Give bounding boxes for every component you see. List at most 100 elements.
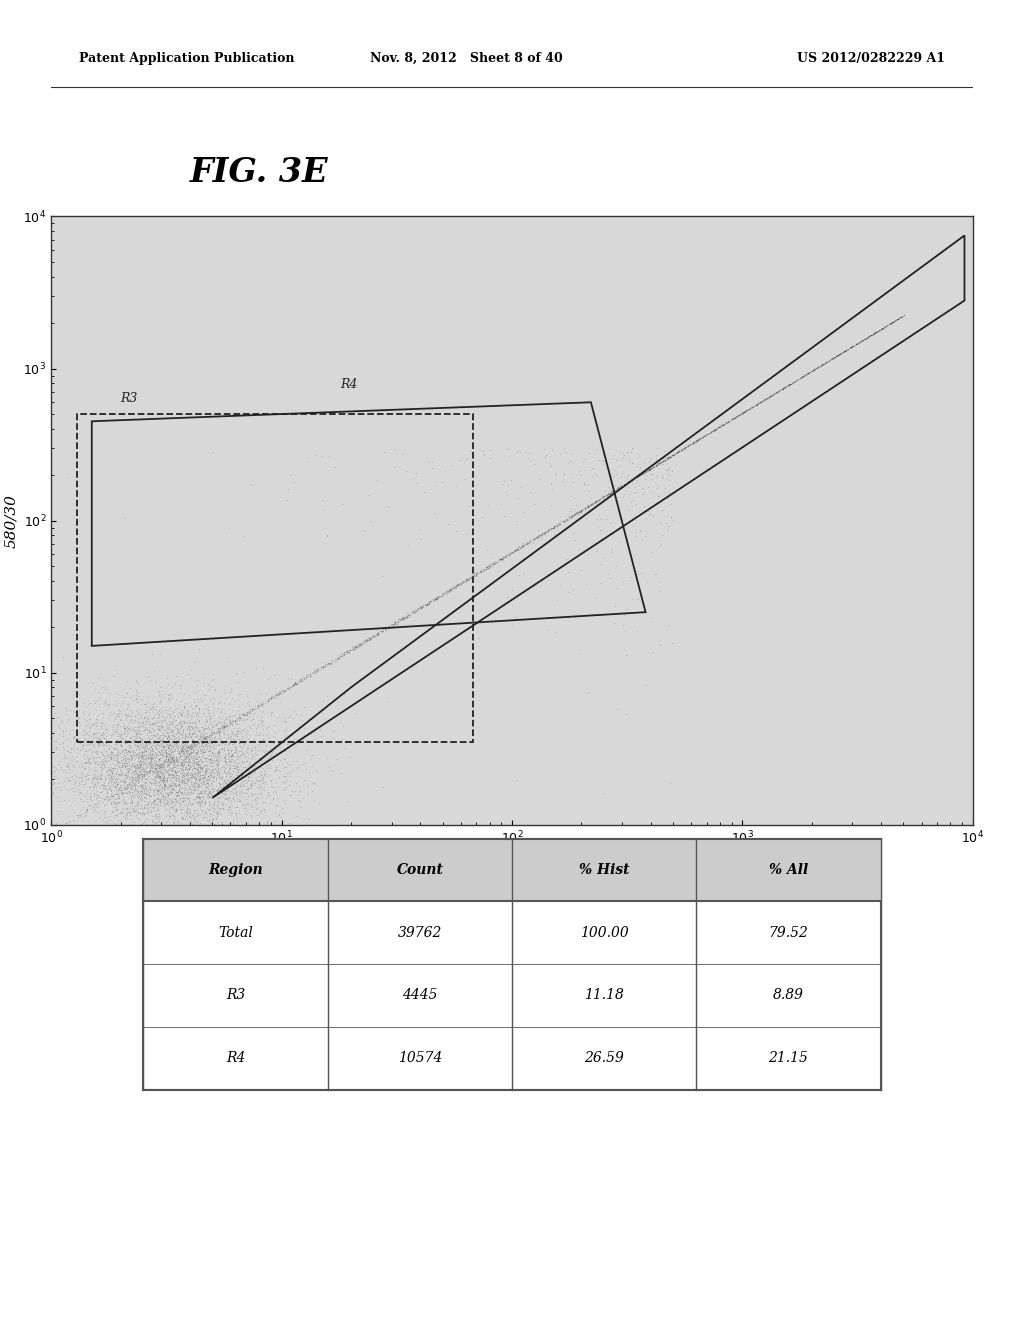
Point (677, 438, 693, 459)
Point (201, 810, 217, 832)
Point (139, 801, 156, 822)
Point (203, 741, 219, 762)
Point (211, 721, 227, 742)
Point (873, 318, 890, 339)
Point (257, 747, 273, 768)
Point (130, 801, 146, 822)
Point (130, 758, 146, 779)
Point (127, 763, 143, 784)
Point (182, 734, 199, 755)
Point (165, 746, 181, 767)
Point (43, 722, 59, 743)
Point (163, 803, 179, 824)
Point (208, 714, 224, 735)
Point (440, 581, 457, 602)
Point (116, 792, 132, 813)
Point (187, 742, 204, 763)
Point (208, 808, 224, 829)
Point (72, 805, 88, 826)
Point (347, 636, 364, 657)
Point (506, 541, 522, 562)
Point (868, 321, 885, 342)
Point (174, 783, 190, 804)
Point (663, 507, 679, 528)
Point (214, 698, 230, 719)
Point (580, 474, 596, 495)
Point (51, 776, 68, 797)
Point (271, 760, 288, 781)
Point (165, 771, 181, 792)
Point (188, 777, 205, 799)
Point (474, 507, 490, 528)
Point (120, 780, 136, 801)
Point (216, 771, 232, 792)
Point (188, 723, 205, 744)
Point (169, 781, 185, 803)
Point (187, 770, 204, 791)
Point (874, 318, 891, 339)
Point (153, 730, 169, 751)
Point (253, 771, 269, 792)
Point (742, 397, 759, 418)
Point (162, 704, 178, 725)
Point (582, 495, 598, 516)
Point (273, 682, 290, 704)
Point (196, 814, 212, 836)
Point (199, 760, 215, 781)
Point (463, 566, 479, 587)
Point (137, 717, 154, 738)
Point (239, 709, 255, 730)
Point (205, 717, 221, 738)
Point (728, 405, 744, 426)
Point (831, 343, 848, 364)
Point (137, 771, 154, 792)
Point (125, 742, 141, 763)
Point (90, 735, 106, 756)
Point (147, 742, 164, 763)
Point (162, 764, 178, 785)
Point (424, 457, 440, 478)
Point (200, 766, 216, 787)
Point (759, 388, 775, 409)
Point (130, 771, 146, 792)
Point (580, 495, 596, 516)
Point (152, 744, 168, 766)
Point (831, 343, 848, 364)
Point (568, 503, 585, 524)
Point (242, 754, 258, 775)
Point (103, 742, 120, 763)
Point (780, 375, 797, 396)
Point (158, 708, 174, 729)
Point (98, 783, 115, 804)
Point (139, 780, 156, 801)
Point (176, 742, 193, 763)
Point (206, 766, 222, 787)
Point (766, 384, 782, 405)
Point (640, 459, 656, 480)
Point (484, 553, 501, 574)
Point (219, 748, 236, 770)
Point (246, 801, 262, 822)
Point (253, 710, 269, 731)
Point (759, 388, 775, 409)
Point (55, 759, 72, 780)
Point (88, 729, 104, 750)
Point (362, 511, 379, 532)
Point (93, 764, 110, 785)
Point (132, 754, 148, 775)
Point (196, 702, 212, 723)
Point (720, 411, 736, 432)
Point (102, 779, 119, 800)
Point (158, 739, 174, 760)
Point (140, 713, 157, 734)
Point (130, 747, 146, 768)
Point (844, 337, 860, 358)
Point (133, 755, 150, 776)
Point (190, 750, 207, 771)
Point (196, 719, 212, 741)
Point (413, 597, 429, 618)
Point (94, 677, 111, 698)
Point (141, 785, 158, 807)
Point (128, 768, 144, 789)
Point (172, 738, 188, 759)
